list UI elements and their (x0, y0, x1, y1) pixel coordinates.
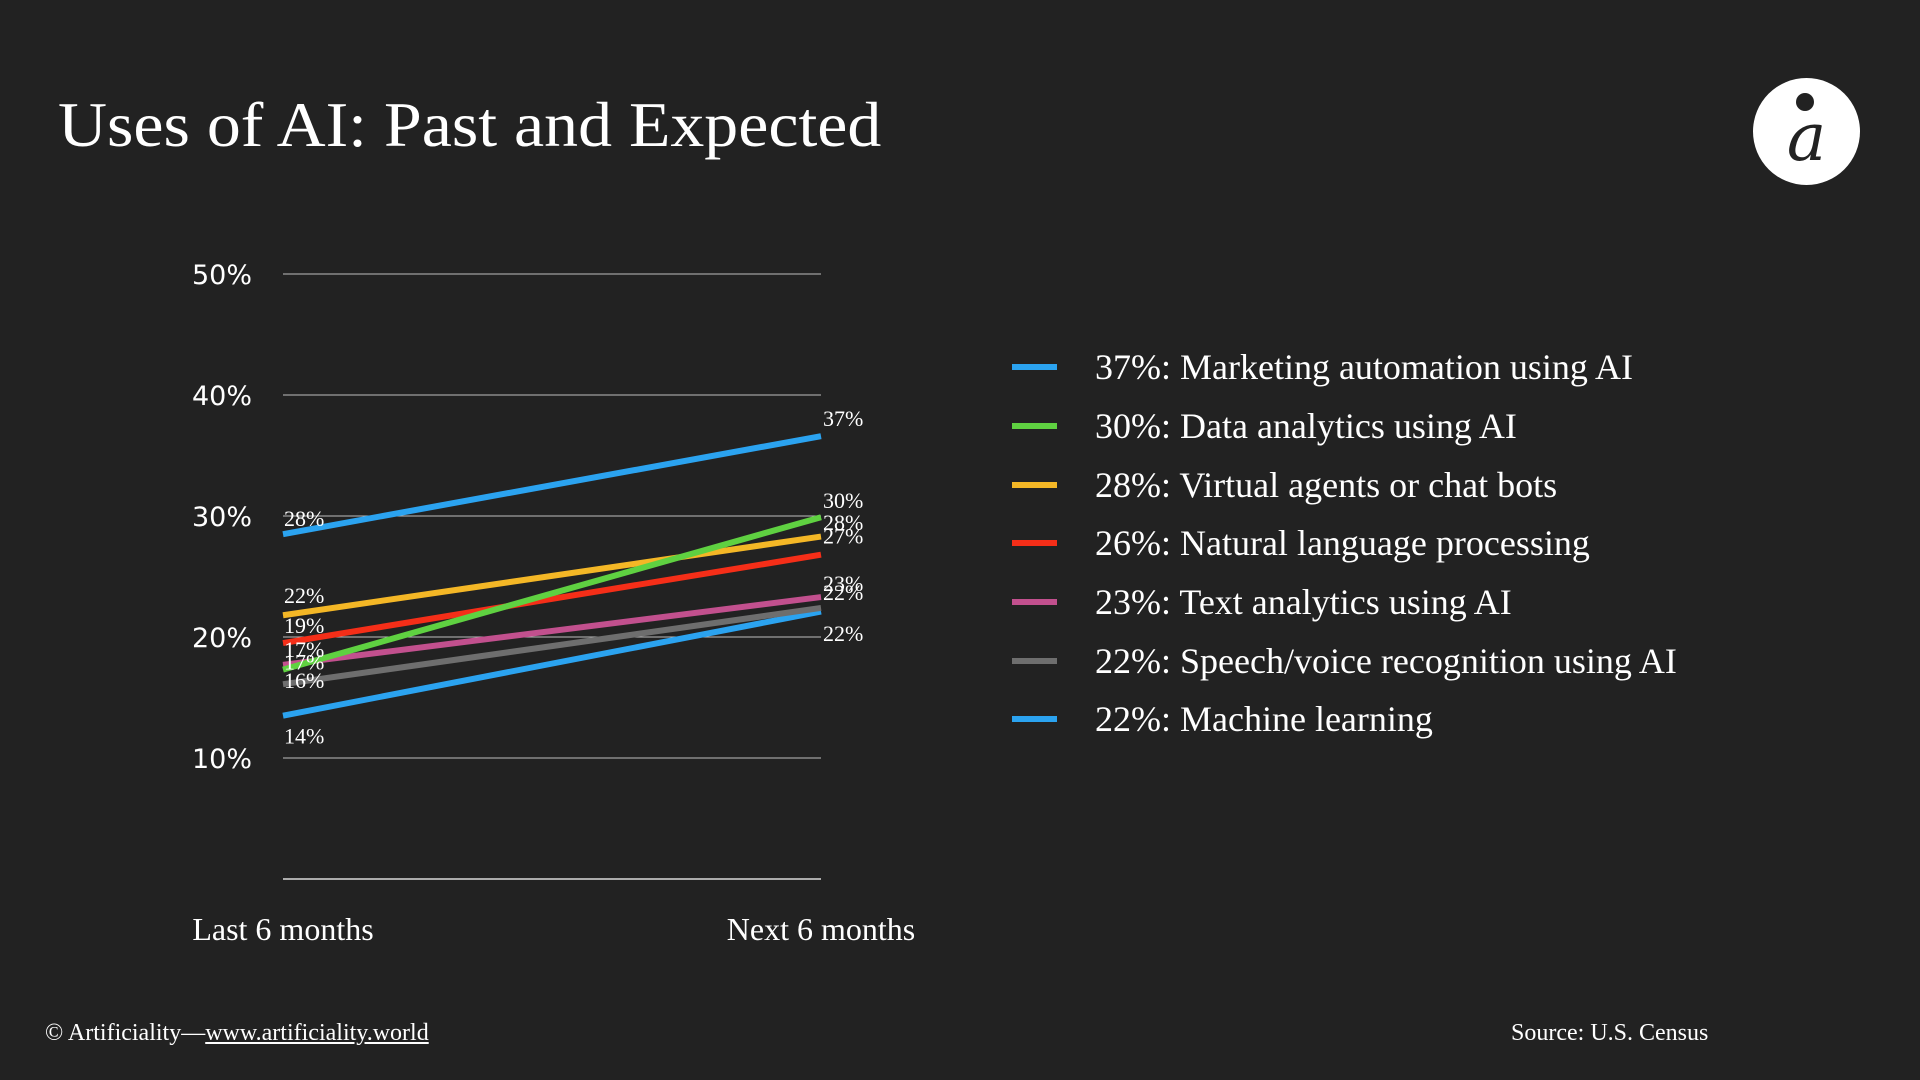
y-tick-label: 30% (192, 502, 252, 533)
legend-item: 28%: Virtual agents or chat bots (1012, 455, 1677, 514)
legend-label: 30%: Data analytics using AI (1095, 406, 1517, 447)
legend-swatch-icon (1012, 716, 1057, 723)
legend-item: 22%: Machine learning (1012, 690, 1677, 749)
data-labels: 28% 37% 17% 30% 22% 28% 19% 27% 17% 23% 16% 22% 14% 2… (284, 406, 863, 749)
y-tick-label: 50% (192, 260, 252, 291)
line-chart: 10% 20% 30% 40% 50% Last 6 months Next 6 mont… (192, 260, 915, 947)
series-lines (282, 433, 822, 719)
legend-label: 23%: Text analytics using AI (1095, 582, 1512, 623)
legend-item: 30%: Data analytics using AI (1012, 397, 1677, 456)
legend-label: 22%: Speech/voice recognition using AI (1095, 640, 1677, 681)
y-tick-label: 10% (192, 744, 252, 775)
source-note: Source: U.S. Census (1511, 1020, 1709, 1046)
series-line-2 (282, 514, 822, 673)
copyright-footer: © Artificiality—www.artificiality.world (45, 1020, 429, 1047)
series-line-7 (282, 608, 822, 719)
legend-label: 28%: Virtual agents or chat bots (1095, 464, 1558, 505)
logo-a-icon: a (1786, 99, 1827, 176)
series-line-3 (282, 533, 822, 619)
y-tick-label: 20% (192, 623, 252, 654)
data-label-end: 22% (823, 580, 863, 605)
data-label-start: 22% (284, 583, 324, 608)
series-line-5 (282, 594, 822, 668)
data-label-start: 14% (284, 724, 324, 749)
legend-swatch-icon (1012, 599, 1057, 606)
legend-label: 37%: Marketing automation using AI (1095, 347, 1633, 388)
data-label-end: 27% (823, 524, 863, 549)
x-category-label: Last 6 months (192, 911, 373, 947)
x-category-label: Next 6 months (727, 911, 915, 947)
data-label-end: 22% (823, 621, 863, 646)
legend-label: 22%: Machine learning (1095, 699, 1433, 740)
data-label-start: 28% (284, 506, 324, 531)
legend-swatch-icon (1012, 481, 1057, 488)
data-label-end: 23% (823, 571, 863, 596)
legend-swatch-icon (1012, 423, 1057, 430)
y-axis-ticks: 10% 20% 30% 40% 50% (192, 260, 252, 775)
series-line-4 (282, 551, 822, 647)
data-label-end: 37% (823, 406, 863, 431)
website-link[interactable]: www.artificiality.world (205, 1020, 429, 1046)
series-line-1 (282, 433, 822, 538)
data-label-start: 17% (284, 637, 324, 662)
y-tick-label: 40% (192, 381, 252, 412)
artificiality-logo: a (1753, 78, 1860, 185)
copyright-text: © Artificiality— (45, 1020, 206, 1046)
legend-item: 23%: Text analytics using AI (1012, 573, 1677, 632)
legend-item: 26%: Natural language processing (1012, 514, 1677, 573)
data-label-start: 17% (284, 650, 324, 675)
chart-legend: 37%: Marketing automation using AI 30%: D… (1012, 338, 1677, 749)
data-label-start: 16% (284, 668, 324, 693)
x-axis-categories: Last 6 months Next 6 months (192, 911, 915, 947)
legend-swatch-icon (1012, 657, 1057, 664)
series-line-6 (282, 604, 822, 688)
legend-swatch-icon (1012, 364, 1057, 371)
legend-item: 37%: Marketing automation using AI (1012, 338, 1677, 397)
data-label-end: 30% (823, 488, 863, 513)
legend-label: 26%: Natural language processing (1095, 523, 1590, 564)
logo-dot-icon (1796, 93, 1814, 111)
page-title: Uses of AI: Past and Expected (58, 89, 882, 160)
legend-item: 22%: Speech/voice recognition using AI (1012, 631, 1677, 690)
data-label-start: 19% (284, 613, 324, 638)
data-label-end: 28% (823, 510, 863, 535)
legend-swatch-icon (1012, 540, 1057, 547)
